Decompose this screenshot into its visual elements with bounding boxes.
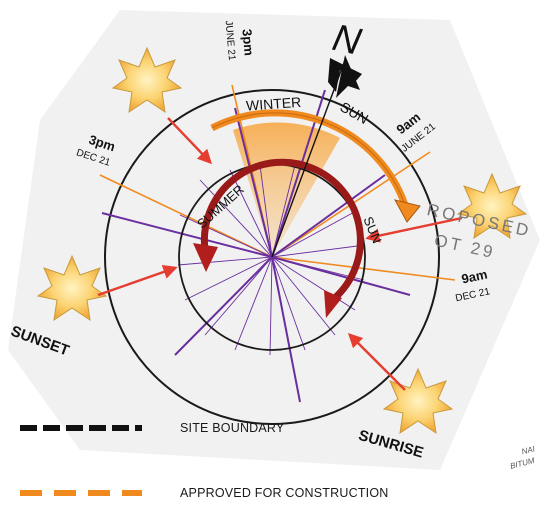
north-arrow: [271, 55, 362, 258]
winter-sun-wedge: [233, 122, 340, 257]
time-3pm-june: 3pm JUNE 21: [223, 20, 257, 61]
legend-site-boundary-label: SITE BOUNDARY: [180, 421, 285, 435]
sun-ray-arrows: [97, 117, 463, 391]
svg-text:JUNE 21: JUNE 21: [223, 20, 237, 61]
svg-text:9am: 9am: [460, 266, 489, 286]
sun-hour-spokes: [177, 164, 366, 356]
sun-icon-left: [36, 254, 108, 322]
legend-orange-dash: [20, 490, 142, 496]
edge-note-1: NAI: [521, 444, 537, 456]
summer-sun-arc: [193, 158, 364, 318]
svg-text:3pm: 3pm: [239, 28, 256, 56]
winter-label: WINTER: [246, 94, 302, 114]
legend-approved-label: APPROVED FOR CONSTRUCTION: [180, 486, 389, 500]
sun-icon-top-left: [111, 46, 183, 114]
outer-circle: [104, 89, 440, 425]
legend-site-boundary: SITE BOUNDARY: [20, 413, 420, 443]
legend-black-dash: [20, 425, 142, 431]
legend-approved: APPROVED FOR CONSTRUCTION: [20, 478, 420, 508]
winter-sun-arc: [210, 109, 421, 223]
sun-icon-right: [456, 172, 528, 240]
edge-note-2: BITUM: [509, 456, 536, 471]
